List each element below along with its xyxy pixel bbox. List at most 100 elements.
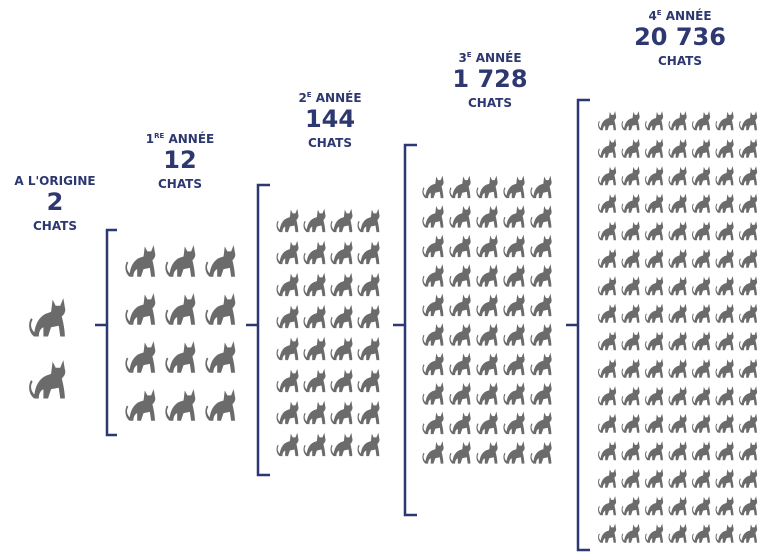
cat-icon: [358, 241, 380, 264]
stage-count: 1 728: [452, 65, 527, 93]
cat-icon: [530, 176, 551, 199]
cat-icon: [669, 386, 687, 405]
cat-icon: [205, 245, 235, 277]
cat-icon: [692, 249, 710, 268]
cat-icon: [716, 414, 734, 433]
cat-icon: [29, 298, 65, 336]
cat-icon: [304, 433, 326, 456]
cat-icon: [692, 221, 710, 240]
cat-icon: [692, 359, 710, 378]
cat-icon: [739, 166, 757, 185]
cat-icon: [622, 441, 640, 460]
cat-icon: [476, 264, 497, 287]
cat-icon: [277, 209, 299, 232]
cat-icon: [716, 111, 734, 130]
cat-icon: [598, 166, 616, 185]
cat-icon: [692, 441, 710, 460]
stage-label: 2E ANNÉE: [298, 90, 361, 105]
cat-icon: [739, 111, 757, 130]
cat-icon: [692, 496, 710, 515]
cat-icon: [739, 194, 757, 213]
cat-icon: [503, 176, 524, 199]
cat-icon: [277, 305, 299, 328]
cat-icon: [716, 221, 734, 240]
cat-icon: [739, 414, 757, 433]
cat-icon: [449, 205, 470, 228]
cat-icon: [692, 111, 710, 130]
cat-icon: [716, 331, 734, 350]
cat-icon: [716, 359, 734, 378]
cat-icon: [598, 386, 616, 405]
cat-icon: [449, 382, 470, 405]
cat-icon: [422, 176, 443, 199]
stage-unit: CHATS: [33, 219, 77, 233]
cat-icon: [739, 359, 757, 378]
cat-icon: [645, 166, 663, 185]
cat-icon: [598, 469, 616, 488]
cat-icon: [530, 382, 551, 405]
cat-icon: [669, 414, 687, 433]
stage-count: 2: [47, 188, 64, 216]
cat-icon: [739, 524, 757, 543]
cat-icon: [331, 305, 353, 328]
cat-icon: [716, 139, 734, 158]
stage-unit: CHATS: [158, 177, 202, 191]
cat-icon: [598, 359, 616, 378]
cat-icon: [739, 496, 757, 515]
cat-icon: [716, 276, 734, 295]
cat-icon: [622, 249, 640, 268]
cat-icon: [716, 166, 734, 185]
cat-icon: [304, 305, 326, 328]
cat-icon: [422, 235, 443, 258]
cat-icon: [716, 441, 734, 460]
cat-icon: [669, 221, 687, 240]
cat-icon: [622, 496, 640, 515]
cat-icon: [669, 496, 687, 515]
cat-icon: [692, 276, 710, 295]
cat-icon: [449, 412, 470, 435]
cat-icon: [739, 441, 757, 460]
cat-icon: [622, 359, 640, 378]
label: A L'ORIGINE: [14, 174, 95, 188]
cat-icon: [645, 496, 663, 515]
cat-icon: [125, 245, 155, 277]
cat-icon: [503, 353, 524, 376]
label: ANNÉE: [662, 8, 712, 23]
cat-icon: [304, 337, 326, 360]
cat-icon: [304, 209, 326, 232]
cat-icon: [205, 389, 235, 421]
cat-icon: [645, 276, 663, 295]
cat-icon: [358, 337, 380, 360]
cat-icon: [422, 264, 443, 287]
cat-icon: [716, 386, 734, 405]
cat-icon: [358, 305, 380, 328]
cat-icon: [422, 353, 443, 376]
cat-icon: [449, 294, 470, 317]
ordinal: 1: [146, 132, 154, 146]
cat-icon: [476, 412, 497, 435]
cat-icon: [716, 194, 734, 213]
cat-icon: [622, 221, 640, 240]
cat-icon: [645, 194, 663, 213]
cat-icon: [716, 524, 734, 543]
cat-icon: [422, 441, 443, 464]
cat-icon: [645, 221, 663, 240]
cat-icon: [304, 273, 326, 296]
label: ANNÉE: [472, 50, 522, 65]
cat-icon: [669, 111, 687, 130]
cat-icon: [449, 264, 470, 287]
cat-icon: [422, 205, 443, 228]
cat-icon: [669, 276, 687, 295]
stage-count: 12: [163, 146, 196, 174]
cat-icon: [692, 524, 710, 543]
cat-icon: [449, 441, 470, 464]
cat-icon: [598, 441, 616, 460]
cat-icon: [645, 524, 663, 543]
cat-icon: [598, 249, 616, 268]
cat-icon: [622, 111, 640, 130]
cat-icon: [739, 221, 757, 240]
cat-icon: [331, 273, 353, 296]
cat-icon: [449, 235, 470, 258]
cat-icon: [29, 360, 65, 398]
stage-label: 3E ANNÉE: [458, 50, 521, 65]
